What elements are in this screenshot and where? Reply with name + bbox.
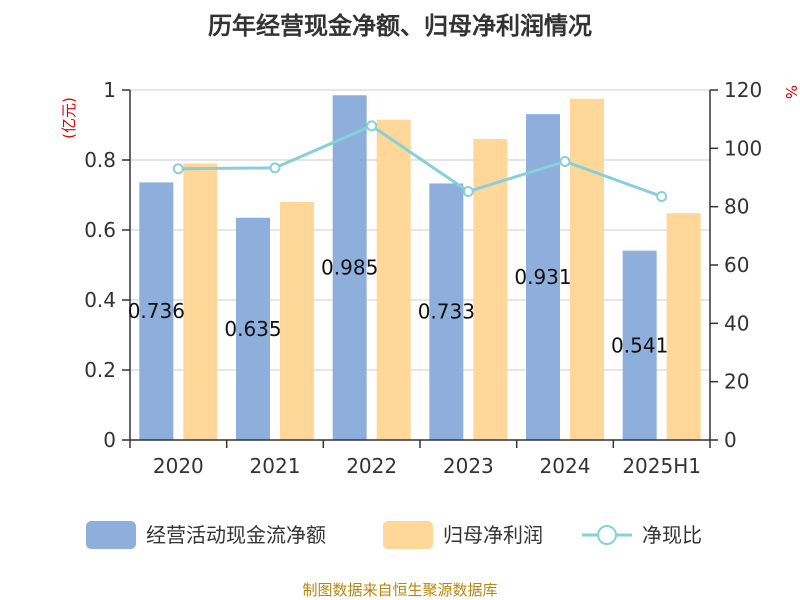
left-tick-label: 0.4: [84, 288, 116, 312]
ratio-point: [462, 186, 474, 197]
left-tick-label: 0: [103, 428, 116, 452]
x-tick-label: 2025H1: [622, 454, 701, 478]
bar-net-profit: [183, 163, 218, 440]
ratio-point: [366, 120, 378, 132]
legend: 经营活动现金流净额 归母净利润 净现比: [86, 521, 702, 549]
source-footer: 制图数据来自恒生聚源数据库: [302, 581, 497, 599]
left-tick-label: 0.2: [84, 358, 116, 382]
bar-value-label: 0.985: [321, 256, 378, 280]
bar-value-label: 0.541: [611, 333, 668, 357]
bar-net-profit: [666, 213, 701, 440]
x-tick-label: 2023: [443, 454, 494, 478]
right-tick-label: 100: [724, 136, 762, 160]
axes: 0 0.2 0.4 0.6 0.8 1 0 20 40 60 80 100 120 2020 2021 202…: [84, 78, 762, 478]
left-axis-unit: (亿元): [60, 97, 78, 139]
x-tick-label: 2022: [346, 454, 397, 478]
right-tick-label: 40: [724, 311, 749, 335]
bar-cash-flow: [236, 217, 270, 440]
bar-cash-flow: [332, 95, 367, 440]
bars: [139, 95, 701, 441]
bar-cash-flow: [429, 183, 464, 440]
left-tick-label: 0.6: [84, 218, 116, 242]
left-tick-label: 1: [103, 78, 116, 102]
bar-net-profit: [376, 119, 411, 440]
legend-swatch-cash-flow: [86, 521, 136, 549]
right-tick-label: 20: [724, 370, 749, 394]
right-tick-label: 120: [724, 78, 762, 102]
ratio-point: [656, 190, 668, 202]
legend-swatch-net-profit: [383, 521, 433, 549]
x-tick-label: 2024: [540, 454, 591, 478]
ratio-point: [172, 163, 184, 175]
ratio-point: [269, 162, 281, 174]
right-tick-label: 80: [724, 195, 749, 219]
bar-cash-flow: [139, 182, 174, 440]
bar-value-label: 0.733: [418, 300, 475, 324]
right-tick-label: 0: [724, 428, 737, 452]
ratio-line-path: [178, 124, 663, 198]
bar-net-profit: [280, 202, 314, 440]
legend-label-net-profit: 归母净利润: [443, 523, 543, 547]
legend-label-cash-flow: 经营活动现金流净额: [146, 523, 326, 547]
bar-value-label: 0.635: [224, 317, 281, 341]
x-tick-label: 2020: [153, 454, 204, 478]
grid-lines: [130, 89, 710, 371]
bar-cash-flow: [622, 250, 657, 440]
x-tick-label: 2021: [250, 454, 301, 478]
legend-label-ratio: 净现比: [642, 523, 702, 547]
bar-value-label: 0.931: [514, 265, 571, 289]
chart-title: 历年经营现金净额、归母净利润情况: [208, 12, 592, 40]
bar-net-profit: [570, 98, 604, 440]
right-tick-label: 60: [724, 253, 749, 277]
left-tick-label: 0.8: [84, 148, 116, 172]
legend-marker-ratio: [597, 525, 617, 545]
data-labels: 0.736 0.635 0.985 0.733 0.931 0.541: [128, 256, 669, 358]
bar-value-label: 0.736: [128, 299, 185, 323]
ratio-line: [172, 120, 668, 202]
ratio-point: [559, 155, 571, 167]
right-axis-unit: %: [782, 85, 800, 99]
